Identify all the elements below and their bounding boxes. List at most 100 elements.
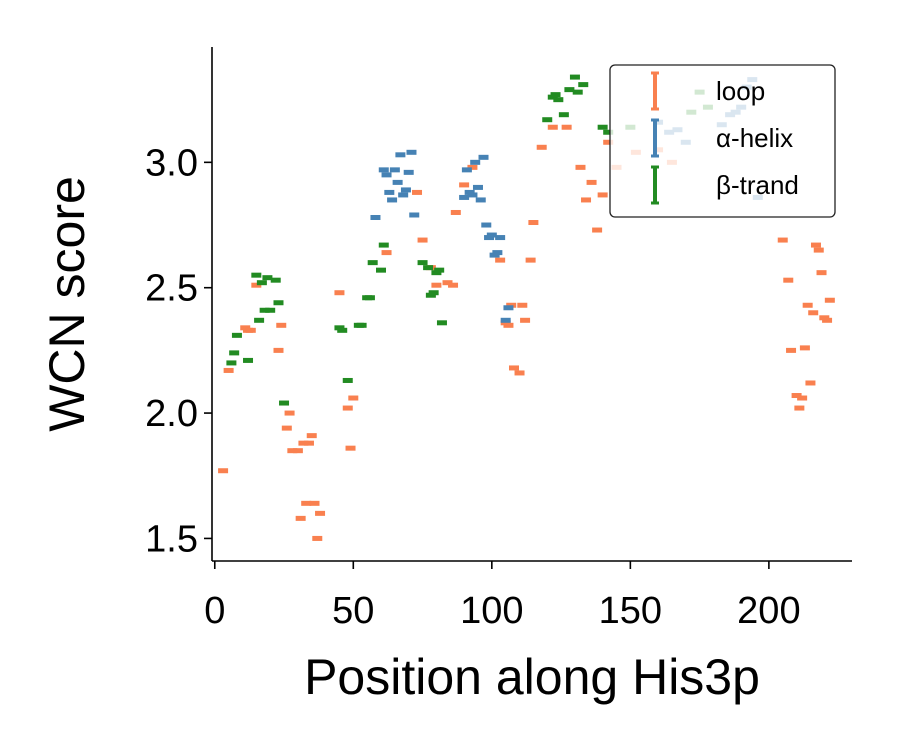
data-point <box>486 232 497 238</box>
x-tick-label: 50 <box>332 590 374 632</box>
data-point <box>367 260 378 266</box>
data-point <box>475 197 486 203</box>
data-point <box>503 305 514 311</box>
data-point <box>256 280 267 286</box>
data-point <box>484 235 495 241</box>
data-point <box>287 448 298 454</box>
legend-label: α-helix <box>716 123 793 153</box>
data-point <box>586 179 597 185</box>
data-point <box>578 82 589 88</box>
data-point <box>387 197 398 203</box>
data-point <box>459 182 470 188</box>
data-point <box>442 280 453 286</box>
data-point <box>334 290 345 296</box>
data-point <box>791 393 802 399</box>
data-point <box>403 169 414 175</box>
data-point <box>364 295 375 301</box>
data-point <box>292 448 303 454</box>
data-point <box>547 94 558 100</box>
data-point <box>436 320 447 326</box>
y-tick-label: 2.5 <box>145 268 198 310</box>
data-point <box>251 272 262 278</box>
data-point <box>459 194 470 200</box>
data-point <box>592 227 603 233</box>
data-point <box>448 282 459 288</box>
data-point <box>417 260 428 266</box>
data-point <box>528 220 539 226</box>
data-point <box>273 347 284 353</box>
x-tick-label: 200 <box>737 590 800 632</box>
data-point <box>398 192 409 198</box>
data-point <box>342 377 353 383</box>
data-point <box>376 267 387 273</box>
data-point <box>431 282 442 288</box>
data-point <box>514 370 525 376</box>
data-point <box>281 425 292 431</box>
data-point <box>495 257 506 263</box>
data-point <box>603 129 614 135</box>
legend: loop α-helix β-trand <box>609 64 836 218</box>
y-tick-label: 2.0 <box>145 393 198 435</box>
legend-label: β-trand <box>716 170 799 200</box>
data-point <box>472 184 483 190</box>
y-tick-label: 1.5 <box>145 518 198 560</box>
data-point <box>245 327 256 333</box>
data-point <box>381 250 392 256</box>
data-point <box>802 302 813 308</box>
data-point <box>417 237 428 243</box>
data-point <box>794 405 805 411</box>
y-axis-title: WCN score <box>39 176 95 432</box>
data-point <box>783 277 794 283</box>
data-point <box>581 197 592 203</box>
series-2 <box>226 74 713 406</box>
x-tick-label: 150 <box>599 590 662 632</box>
data-point <box>276 322 287 328</box>
data-point <box>226 360 237 366</box>
data-point <box>229 350 240 356</box>
data-point <box>481 222 492 228</box>
legend-entry: loop <box>651 71 765 111</box>
data-point <box>423 265 434 271</box>
data-point <box>312 535 323 541</box>
data-point <box>265 307 276 313</box>
data-point <box>301 500 312 506</box>
data-point <box>525 257 536 263</box>
data-point <box>561 124 572 130</box>
data-point <box>467 192 478 198</box>
legend-frame <box>609 64 836 218</box>
data-point <box>254 317 265 323</box>
data-point <box>813 247 824 253</box>
data-point <box>597 124 608 130</box>
data-point <box>337 327 348 333</box>
data-point <box>461 167 472 173</box>
data-point <box>309 500 320 506</box>
data-point <box>500 320 511 326</box>
data-point <box>240 325 251 331</box>
data-point <box>603 139 614 145</box>
data-point <box>342 405 353 411</box>
data-point <box>564 87 575 93</box>
data-point <box>378 242 389 248</box>
data-point <box>786 347 797 353</box>
data-point <box>550 92 561 98</box>
data-point <box>500 317 511 323</box>
data-point <box>470 159 481 165</box>
data-point <box>262 275 273 281</box>
data-point <box>569 74 580 80</box>
data-point <box>434 267 445 273</box>
data-point <box>810 242 821 248</box>
data-point <box>808 310 819 316</box>
data-point <box>218 468 229 474</box>
data-point <box>270 277 281 283</box>
data-point <box>223 367 234 373</box>
series-0 <box>218 124 835 541</box>
data-point <box>816 270 827 276</box>
data-point <box>503 322 514 328</box>
data-point <box>492 250 503 256</box>
data-point <box>797 395 808 401</box>
data-point <box>384 189 395 195</box>
data-point <box>273 300 284 306</box>
data-point <box>392 179 403 185</box>
legend-entries: loop α-helix β-trand <box>651 71 799 205</box>
